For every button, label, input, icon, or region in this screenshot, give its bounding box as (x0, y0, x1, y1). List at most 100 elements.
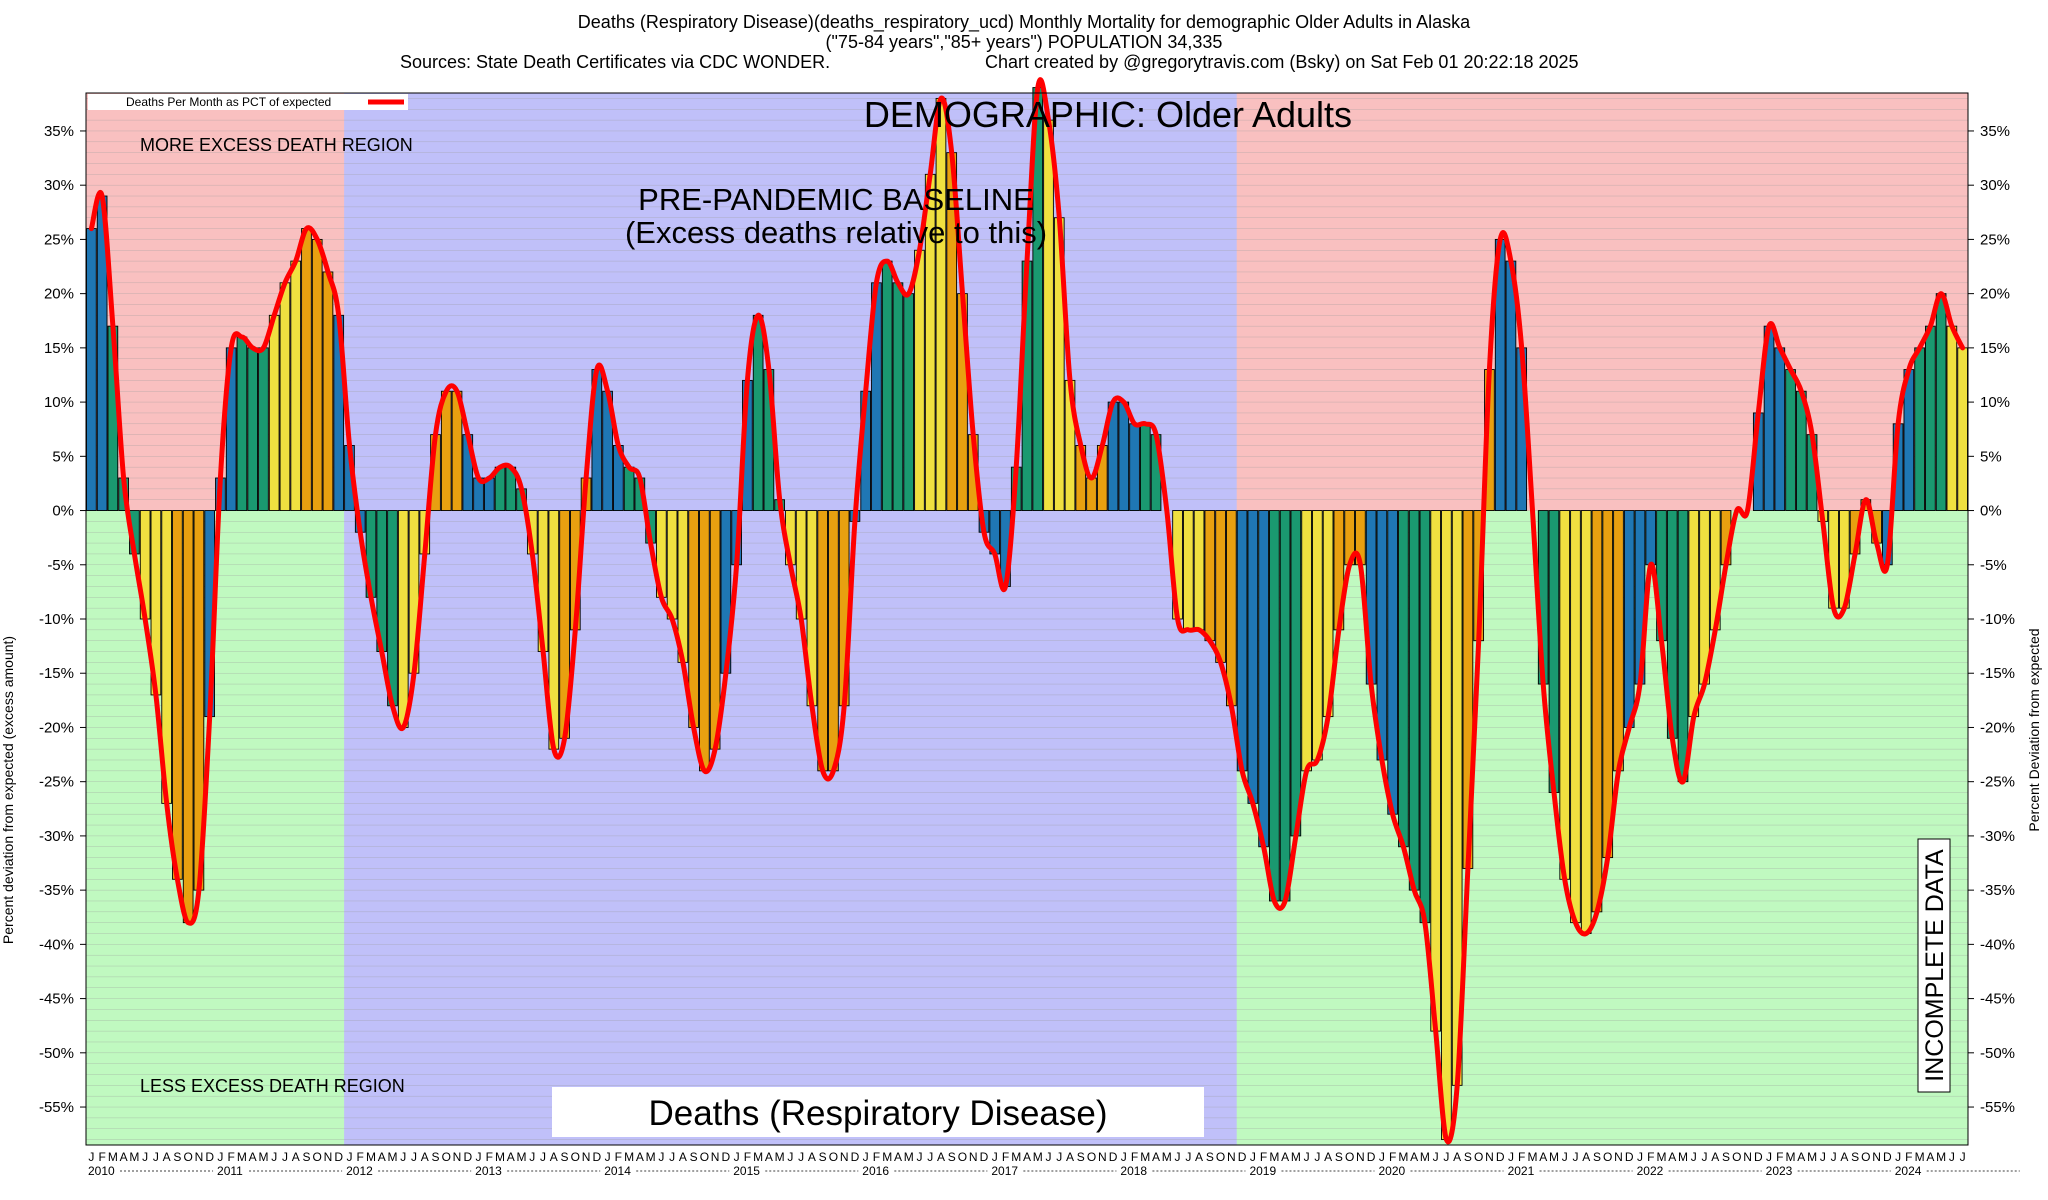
bar (1946, 325, 1958, 511)
x-month-label: M (1162, 1150, 1172, 1164)
x-month-label: A (249, 1150, 257, 1164)
y-tick-label: -15% (1980, 665, 2015, 682)
bar (86, 228, 97, 511)
bottom-title: Deaths (Respiratory Disease) (648, 1094, 1107, 1133)
x-month-label: O (1732, 1150, 1741, 1164)
incomplete-label: INCOMPLETE DATA (1921, 849, 1949, 1082)
x-month-label: A (1324, 1150, 1332, 1164)
x-month-label: J (1433, 1150, 1439, 1164)
y-tick-label: 35% (1980, 123, 2010, 140)
bar (828, 510, 839, 772)
chart-header-line2: ("75-84 years","85+ years") POPULATION 3… (825, 32, 1223, 52)
x-month-label: D (1109, 1150, 1118, 1164)
x-month-label: M (882, 1150, 892, 1164)
x-year-label: 2015 (733, 1164, 760, 1178)
y-tick-label: -10% (39, 611, 74, 628)
legend: Deaths Per Month as PCT of expected (88, 94, 408, 110)
bar (1623, 510, 1635, 728)
x-month-label: O (958, 1150, 967, 1164)
x-month-label: A (1840, 1150, 1848, 1164)
x-month-label: N (195, 1150, 204, 1164)
x-month-label: J (1691, 1150, 1697, 1164)
x-month-label: J (88, 1150, 94, 1164)
x-month-label: O (1216, 1150, 1225, 1164)
incomplete-label-box (1917, 838, 1951, 1093)
x-year-label: 2020 (1379, 1164, 1406, 1178)
bar (935, 97, 947, 511)
x-month-label: A (1797, 1150, 1805, 1164)
bar (1043, 119, 1054, 511)
bar (1580, 510, 1592, 934)
x-month-label: O (1087, 1150, 1096, 1164)
bar (1430, 510, 1441, 1032)
x-year-label: 2023 (1766, 1164, 1793, 1178)
x-month-label: A (163, 1150, 171, 1164)
x-month-label: M (108, 1150, 118, 1164)
x-month-label: J (787, 1150, 793, 1164)
y-axis-label-left: Percent deviation from expected (excess … (0, 635, 16, 945)
y-tick-label: 5% (52, 448, 74, 465)
bar (1570, 510, 1581, 924)
x-month-label: A (292, 1150, 300, 1164)
x-month-label: M (237, 1150, 247, 1164)
x-month-label: F (98, 1150, 105, 1164)
y-tick-label: 35% (44, 123, 74, 140)
x-month-label: S (1335, 1150, 1343, 1164)
bar (1129, 423, 1140, 511)
x-month-label: N (1098, 1150, 1107, 1164)
x-month-label: J (658, 1150, 664, 1164)
x-month-label: A (894, 1150, 902, 1164)
y-tick-label: 0% (52, 503, 74, 520)
bar (1258, 510, 1269, 848)
y-tick-label: -35% (39, 882, 74, 899)
bar (1118, 401, 1130, 511)
x-month-label: A (507, 1150, 515, 1164)
bar (881, 260, 893, 511)
bar (1785, 369, 1796, 511)
y-tick-label: -40% (39, 936, 74, 953)
bar (1774, 347, 1786, 511)
y-tick-label: -25% (39, 774, 74, 791)
x-month-label: F (1389, 1150, 1396, 1164)
bar (817, 510, 828, 772)
x-month-label: N (840, 1150, 849, 1164)
bar (311, 238, 323, 511)
x-month-label: S (173, 1150, 181, 1164)
x-month-label: J (1949, 1150, 1955, 1164)
x-month-label: J (992, 1150, 998, 1164)
bar (699, 510, 710, 772)
x-month-label: F (1647, 1150, 1654, 1164)
bars (86, 87, 1968, 1141)
x-month-label: D (1625, 1150, 1634, 1164)
y-tick-label: 0% (1980, 503, 2002, 520)
x-month-label: N (1743, 1150, 1752, 1164)
x-month-label: M (1291, 1150, 1301, 1164)
x-month-label: S (1077, 1150, 1085, 1164)
chart-title: DEMOGRAPHIC: Older Adults (864, 94, 1352, 135)
bar (1247, 510, 1259, 804)
bar (1312, 510, 1323, 761)
y-tick-label: 30% (1980, 177, 2010, 194)
x-year-label: 2013 (475, 1164, 502, 1178)
x-month-label: A (1023, 1150, 1031, 1164)
bar (1236, 510, 1248, 772)
x-month-label: S (1851, 1150, 1859, 1164)
x-month-label: J (153, 1150, 159, 1164)
x-month-label: N (1227, 1150, 1236, 1164)
x-month-label: N (969, 1150, 978, 1164)
x-month-label: J (1895, 1150, 1901, 1164)
x-month-label: J (916, 1150, 922, 1164)
bar (1591, 510, 1603, 913)
x-month-label: D (722, 1150, 731, 1164)
x-month-label: A (1066, 1150, 1074, 1164)
x-month-label: O (183, 1150, 192, 1164)
y-tick-label: -30% (39, 828, 74, 845)
x-month-label: J (1766, 1150, 1772, 1164)
chart-header-line3: Sources: State Death Certificates via CD… (0, 52, 2048, 112)
x-month-label: A (550, 1150, 558, 1164)
x-month-label: M (775, 1150, 785, 1164)
x-month-label: A (421, 1150, 429, 1164)
bar (1269, 510, 1280, 902)
x-month-label: O (442, 1150, 451, 1164)
